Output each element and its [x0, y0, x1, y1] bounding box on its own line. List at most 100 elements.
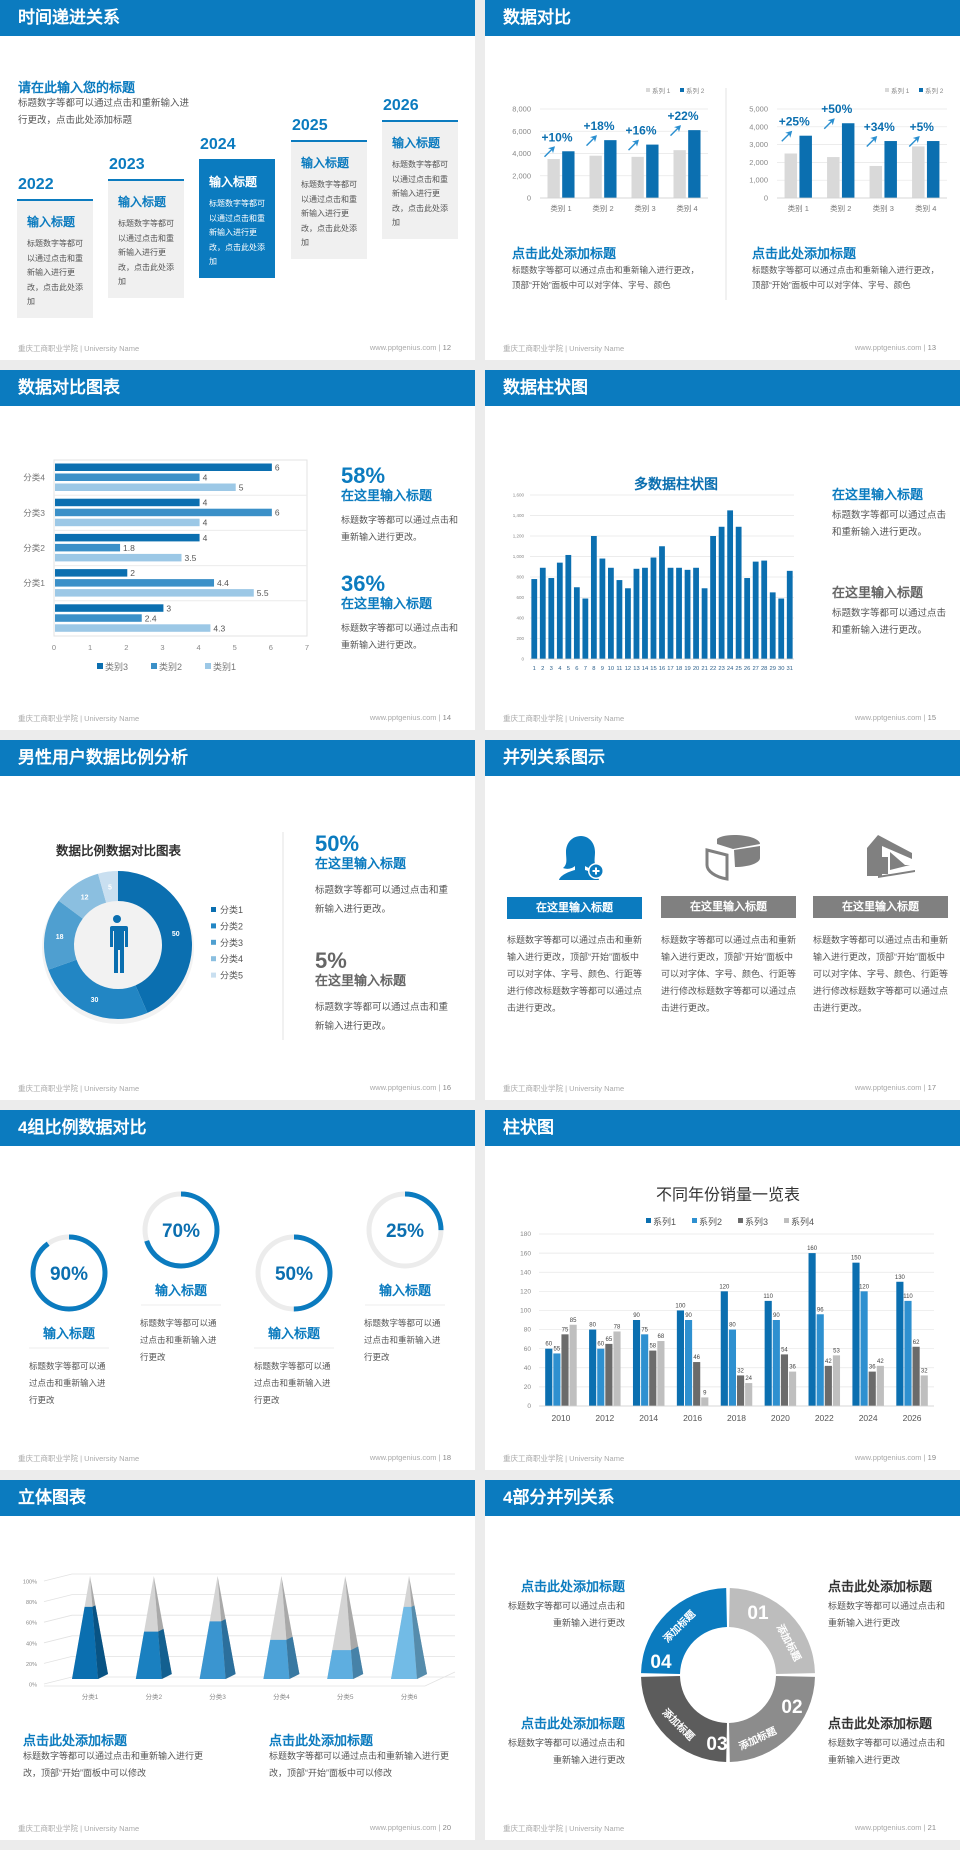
bar — [688, 130, 701, 198]
y-tick-label: 1,200 — [513, 534, 525, 539]
growth-label: +10% — [541, 130, 572, 144]
block-title[interactable]: 点击此处添加标题 — [512, 246, 617, 261]
bar — [55, 579, 215, 587]
legend-label: 分类2 — [220, 920, 243, 931]
x-tick-label: 2014 — [639, 1413, 658, 1423]
bar — [573, 587, 580, 659]
stat-text: 标题数字等都可以通过点击和重新输入进行更改。 — [341, 515, 459, 542]
footer-school: 重庆工商职业学院 | University Name — [18, 1824, 140, 1833]
block-text[interactable]: 标题数字等都可以通过点击和重新输入进行更改，顶部“开始”面板中可以对字体、字号、… — [752, 265, 940, 290]
item-text[interactable]: 标题数字等都可以通过点击和重新输入进行更改，顶部“开始”面板中可以对字体、字号、… — [661, 935, 797, 1013]
slide-16: 男性用户数据比例分析 数据比例数据对比图表 50 30 18 12 5 分类1 分类2 分类3 分… — [0, 740, 475, 1100]
stat-value: 58% — [341, 463, 386, 488]
footer-school: 重庆工商职业学院 | University Name — [18, 714, 140, 723]
icon-layer — [559, 835, 915, 881]
y-tick-label: 2,000 — [749, 158, 768, 167]
item-text[interactable]: 标题数字等都可以通过点击和重新输入进行更改，顶部“开始”面板中可以对字体、字号、… — [507, 935, 643, 1013]
data-label: 78 — [614, 1324, 621, 1330]
x-tick-label: 0 — [52, 643, 56, 652]
legend-label: 系列 2 — [686, 86, 705, 95]
footer-right: www.pptgenius.com | 20 — [369, 1823, 451, 1832]
text-block[interactable]: 在这里输入标题 标题数字等都可以通过点击和重新输入进行更改。 — [832, 585, 950, 639]
item-title[interactable]: 输入标题 — [267, 1326, 320, 1341]
page-number: 14 — [442, 713, 451, 722]
ring-segment-04 — [641, 1588, 727, 1674]
block-title[interactable]: 点击此处添加标题 — [752, 246, 857, 261]
label-box[interactable]: 在这里输入标题 — [507, 897, 642, 919]
text-block[interactable]: 在这里输入标题 标题数字等都可以通过点击和重新输入进行更改。 — [832, 487, 950, 541]
bar — [55, 518, 200, 527]
block-text: 标题数字等都可以通过点击和重新输入进行更改 — [828, 1738, 946, 1765]
item-text[interactable]: 标题数字等都可以通过点击和重新输入进行更改 — [140, 1318, 217, 1362]
block-text[interactable]: 标题数字等都可以通过点击和重新输入进行更改，顶部“开始”面板中可以对字体、字号、… — [512, 265, 700, 290]
timeline-box: 输入标题 标题数字等都可以通过点击和重新输入进行更改，点击此处添加 — [382, 120, 458, 239]
bar — [589, 155, 602, 198]
block-title: 在这里输入标题 — [832, 487, 924, 502]
item-title[interactable]: 输入标题 — [378, 1283, 431, 1298]
item-text[interactable]: 标题数字等都可以通过点击和重新输入进行更改，顶部“开始”面板中可以对字体、字号、… — [813, 935, 949, 1013]
item-text[interactable]: 标题数字等都可以通过点击和重新输入进行更改 — [254, 1361, 331, 1405]
slice-label: 12 — [81, 894, 89, 901]
y-tick-label: 4,000 — [749, 122, 768, 131]
x-tick-label: 26 — [744, 666, 750, 672]
label-box[interactable]: 在这里输入标题 — [813, 896, 948, 918]
bar — [55, 624, 211, 632]
text-block[interactable]: 点击此处添加标题 标题数字等都可以通过点击和重新输入进行更改 — [505, 1716, 625, 1769]
text-block[interactable]: 点击此处添加标题 标题数字等都可以通过点击和重新输入进行更改 — [828, 1579, 948, 1632]
block-text[interactable]: 标题数字等都可以通过点击和重新输入进行更改，顶部“开始”面板中可以修改 — [23, 1751, 204, 1778]
x-tick-label: 类别 4 — [915, 203, 936, 213]
bar — [561, 1334, 569, 1406]
page-number: 16 — [442, 1083, 451, 1092]
bar — [55, 553, 182, 562]
heading[interactable]: 请在此输入您的标题 — [18, 80, 136, 95]
slide-header: 数据对比图表 — [0, 370, 475, 406]
data-label: 5 — [239, 483, 244, 493]
legend-swatch — [211, 907, 216, 912]
legend-swatch — [211, 956, 216, 962]
stat-block[interactable]: 50% 在这里输入标题 标题数字等都可以通过点击和重新输入进行更改。 — [315, 832, 455, 919]
text-block[interactable]: 点击此处添加标题 标题数字等都可以通过点击和重新输入进行更改 — [828, 1716, 948, 1769]
bar — [55, 533, 200, 542]
bar — [701, 588, 708, 659]
y-tick-label: 1,400 — [513, 513, 525, 518]
slide-header: 4部分并列关系 — [485, 1480, 960, 1516]
item-text[interactable]: 标题数字等都可以通过点击和重新输入进行更改 — [29, 1361, 106, 1405]
data-label: 90 — [685, 1313, 692, 1319]
x-tick-label: 2010 — [551, 1413, 570, 1423]
slide-title: 4部分并列关系 — [503, 1488, 615, 1507]
item-title[interactable]: 输入标题 — [154, 1283, 207, 1298]
slide-title: 时间递进关系 — [18, 8, 120, 27]
pyramid-value-face — [199, 1621, 226, 1679]
segment-number: 03 — [706, 1734, 727, 1755]
block-title[interactable]: 点击此处添加标题 — [269, 1733, 374, 1748]
stat-block[interactable]: 36% 在这里输入标题 标题数字等都可以通过点击和重新输入进行更改。 — [341, 572, 459, 654]
block-text[interactable]: 标题数字等都可以通过点击和重新输入进行更改，顶部“开始”面板中可以修改 — [269, 1751, 450, 1778]
item-title[interactable]: 输入标题 — [42, 1326, 95, 1341]
x-tick-label: 分类3 — [209, 1692, 226, 1701]
stat-block[interactable]: 5% 在这里输入标题 标题数字等都可以通过点击和重新输入进行更改。 — [315, 949, 455, 1036]
icon-head — [113, 915, 121, 923]
text-block[interactable]: 点击此处添加标题 标题数字等都可以通过点击和重新输入进行更改 — [505, 1579, 625, 1632]
stat-title: 在这里输入标题 — [341, 596, 433, 611]
legend-label: 分类5 — [220, 970, 243, 981]
arrow-up-right-icon — [670, 125, 681, 137]
item-text[interactable]: 标题数字等都可以通过点击和重新输入进行更改 — [364, 1318, 441, 1362]
stat-block[interactable]: 58% 在这里输入标题 标题数字等都可以通过点击和重新输入进行更改。 — [341, 464, 459, 546]
pie-chart-icon — [705, 835, 760, 881]
label-box[interactable]: 在这里输入标题 — [661, 896, 796, 918]
bar — [764, 1300, 772, 1406]
block-title[interactable]: 点击此处添加标题 — [23, 1733, 128, 1748]
y-tick-label: 180 — [520, 1231, 531, 1238]
heading-desc[interactable]: 标题数字等都可以通过点击和重新输入进行更改，点击此处添加标题 — [18, 98, 190, 126]
footer-right: www.pptgenius.com | 19 — [854, 1453, 936, 1462]
gridline — [43, 1594, 455, 1602]
timeline-box: 输入标题 标题数字等都可以通过点击和重新输入进行更改，点击此处添加 — [17, 199, 93, 318]
slice-label: 5 — [108, 885, 112, 892]
growth-label: +16% — [625, 124, 656, 138]
x-tick-label: 1 — [88, 643, 92, 652]
bar — [616, 580, 623, 659]
page-number: 17 — [927, 1083, 936, 1092]
growth-label: +18% — [583, 119, 614, 133]
box-title: 输入标题 — [301, 156, 350, 170]
legend-swatch — [97, 663, 103, 669]
